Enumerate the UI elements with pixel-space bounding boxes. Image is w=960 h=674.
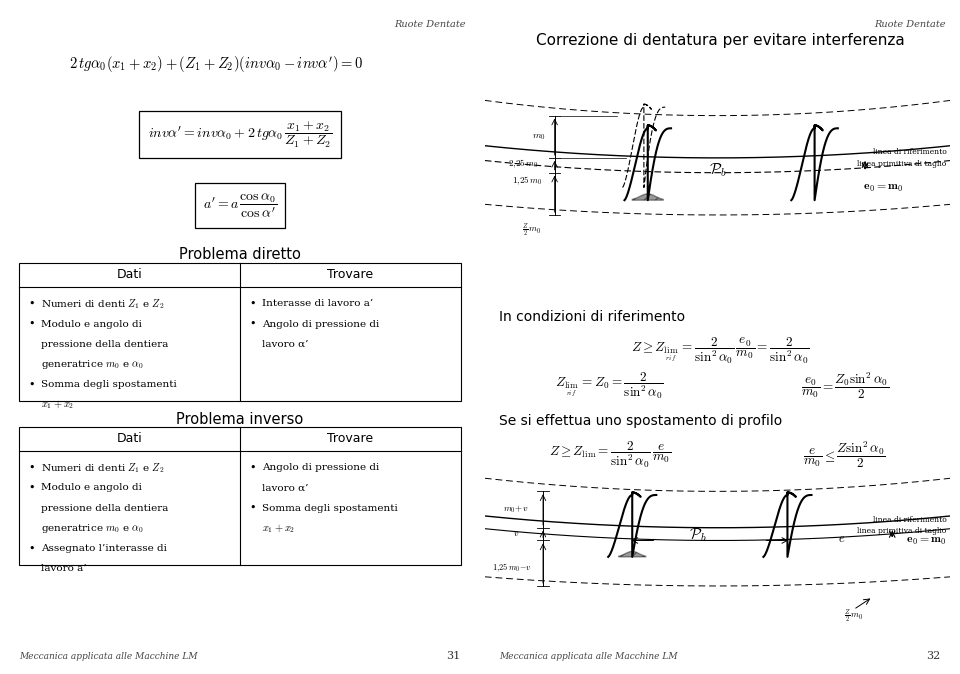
Text: Ruote Dentate: Ruote Dentate	[395, 20, 466, 29]
Text: $\frac{Z}{2}\,m_0$: $\frac{Z}{2}\,m_0$	[844, 607, 863, 623]
Text: Problema diretto: Problema diretto	[180, 247, 300, 262]
Text: •: •	[29, 299, 36, 309]
Text: Meccanica applicata alle Macchine LM: Meccanica applicata alle Macchine LM	[19, 652, 198, 661]
Text: $\mathcal{P}_b$: $\mathcal{P}_b$	[708, 162, 727, 179]
Text: lavoro a’: lavoro a’	[40, 564, 86, 574]
Text: $a'=a\,\dfrac{\cos\alpha_0}{\cos\alpha'}$: $a'=a\,\dfrac{\cos\alpha_0}{\cos\alpha'}…	[203, 191, 277, 220]
Text: Correzione di dentatura per evitare interferenza: Correzione di dentatura per evitare inte…	[536, 33, 904, 48]
Text: lavoro α’: lavoro α’	[261, 483, 308, 493]
Text: •: •	[250, 319, 256, 329]
Text: Assegnato l’interasse di: Assegnato l’interasse di	[40, 544, 167, 553]
Text: $inv\alpha^{\prime}=inv\alpha_0+2\,tg\alpha_0\,\dfrac{x_1+x_2}{Z_1+Z_2}$: $inv\alpha^{\prime}=inv\alpha_0+2\,tg\al…	[148, 120, 332, 150]
Text: Somma degli spostamenti: Somma degli spostamenti	[40, 380, 177, 390]
Text: $\dfrac{e_0}{m_0}=\dfrac{Z_0\sin^2\alpha_0}{2}$: $\dfrac{e_0}{m_0}=\dfrac{Z_0\sin^2\alpha…	[801, 370, 889, 401]
Text: $m_0\!+\!v$: $m_0\!+\!v$	[503, 503, 529, 516]
Text: •: •	[29, 544, 36, 553]
Text: Interasse di lavoro a’: Interasse di lavoro a’	[261, 299, 372, 309]
Text: 32: 32	[926, 650, 941, 661]
Text: linea primitiva di taglio: linea primitiva di taglio	[857, 527, 947, 535]
Text: $v$: $v$	[513, 528, 519, 538]
Text: $\mathbf{e_0=m_0}$: $\mathbf{e_0=m_0}$	[863, 181, 904, 194]
Text: Angolo di pressione di: Angolo di pressione di	[261, 319, 379, 329]
Text: Numeri di denti $Z_1$ e $Z_2$: Numeri di denti $Z_1$ e $Z_2$	[40, 461, 164, 474]
Text: pressione della dentiera: pressione della dentiera	[40, 340, 168, 349]
Text: $1{,}25\,m_0\!-\!v$: $1{,}25\,m_0\!-\!v$	[492, 561, 532, 574]
Text: generatrice $m_0$ e $\alpha_0$: generatrice $m_0$ e $\alpha_0$	[40, 522, 143, 535]
Text: $e$: $e$	[838, 532, 846, 545]
Text: $Z_{\lim_{rif}}=Z_0=\dfrac{2}{\sin^2\alpha_0}$: $Z_{\lim_{rif}}=Z_0=\dfrac{2}{\sin^2\alp…	[555, 370, 664, 401]
Text: Dati: Dati	[117, 268, 142, 282]
Text: Modulo e angolo di: Modulo e angolo di	[40, 319, 142, 329]
Text: $\frac{Z}{2}\,m_0$: $\frac{Z}{2}\,m_0$	[521, 221, 541, 238]
Text: •: •	[250, 503, 256, 513]
Text: Dati: Dati	[117, 432, 142, 446]
Text: $\mathbf{e_0=m_0}$: $\mathbf{e_0=m_0}$	[906, 534, 947, 547]
Text: $Z\geq Z_{\lim_{rif}}=\dfrac{2}{\sin^2\alpha_0}\,\dfrac{e_0}{m_0}=\dfrac{2}{\sin: $Z\geq Z_{\lim_{rif}}=\dfrac{2}{\sin^2\a…	[631, 335, 809, 366]
Text: generatrice $m_0$ e $\alpha_0$: generatrice $m_0$ e $\alpha_0$	[40, 358, 143, 371]
Text: $x_1+x_2$: $x_1+x_2$	[40, 399, 74, 411]
Text: $m_0$: $m_0$	[532, 132, 546, 142]
Text: linea di riferimento: linea di riferimento	[873, 148, 947, 156]
Bar	[19, 427, 461, 565]
Text: Modulo e angolo di: Modulo e angolo di	[40, 483, 142, 493]
Text: lavoro α’: lavoro α’	[261, 340, 308, 349]
Text: $2\,tg\alpha_0(x_1+x_2)+(Z_1+Z_2)(inv\alpha_0-inv\alpha^{\prime})=0$: $2\,tg\alpha_0(x_1+x_2)+(Z_1+Z_2)(inv\al…	[69, 54, 363, 74]
Text: pressione della dentiera: pressione della dentiera	[40, 503, 168, 513]
Text: Somma degli spostamenti: Somma degli spostamenti	[261, 503, 397, 513]
Text: •: •	[250, 299, 256, 309]
Text: Numeri di denti $Z_1$ e $Z_2$: Numeri di denti $Z_1$ e $Z_2$	[40, 297, 164, 311]
Bar	[19, 263, 461, 401]
Text: Trovare: Trovare	[327, 268, 373, 282]
Text: Se si effettua uno spostamento di profilo: Se si effettua uno spostamento di profil…	[499, 415, 782, 428]
Text: Trovare: Trovare	[327, 432, 373, 446]
Text: In condizioni di riferimento: In condizioni di riferimento	[499, 310, 685, 324]
Text: •: •	[29, 319, 36, 329]
Text: $Z\geq Z_{\lim}=\dfrac{2}{\sin^2\alpha_0}\,\dfrac{e}{m_0}$: $Z\geq Z_{\lim}=\dfrac{2}{\sin^2\alpha_0…	[548, 439, 671, 470]
Text: linea primitiva di taglio: linea primitiva di taglio	[857, 160, 947, 168]
Text: •: •	[29, 380, 36, 390]
Text: •: •	[29, 483, 36, 493]
Text: •: •	[29, 463, 36, 472]
Text: Ruote Dentate: Ruote Dentate	[875, 20, 946, 29]
Text: $2{,}25\,m_0$: $2{,}25\,m_0$	[509, 158, 539, 171]
Text: $x_1+x_2$: $x_1+x_2$	[261, 522, 295, 534]
Text: $\mathcal{P}_b$: $\mathcal{P}_b$	[689, 526, 708, 544]
Text: $\dfrac{e}{m_0}\leq\dfrac{Z\sin^2\alpha_0}{2}$: $\dfrac{e}{m_0}\leq\dfrac{Z\sin^2\alpha_…	[804, 439, 886, 470]
Text: Problema inverso: Problema inverso	[177, 412, 303, 427]
Text: Angolo di pressione di: Angolo di pressione di	[261, 463, 379, 472]
Text: •: •	[250, 463, 256, 472]
Text: Meccanica applicata alle Macchine LM: Meccanica applicata alle Macchine LM	[499, 652, 678, 661]
Text: 31: 31	[446, 650, 461, 661]
Text: linea di riferimento: linea di riferimento	[873, 516, 947, 524]
Text: $1{,}25\,m_0$: $1{,}25\,m_0$	[513, 175, 542, 187]
